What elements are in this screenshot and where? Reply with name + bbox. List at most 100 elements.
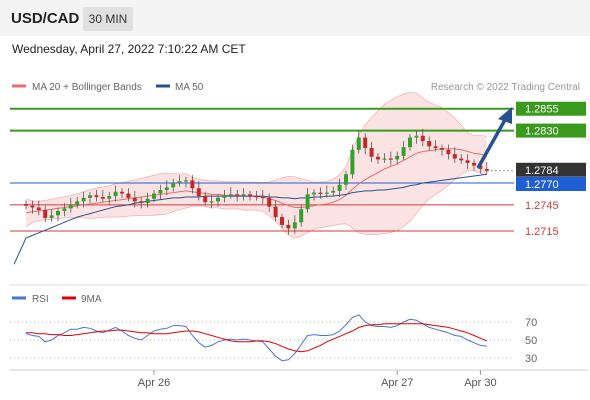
candle-bullish: [344, 174, 348, 185]
candle-bearish: [273, 206, 278, 218]
level-labels: 1.2855 1.2830 1.2784 1.2770 1.2745 1.2715: [516, 101, 586, 238]
candle-bearish: [94, 195, 99, 197]
time-axis: Apr 26 Apr 27 Apr 30: [138, 370, 497, 389]
candle-bullish: [152, 193, 156, 199]
candle-bullish: [228, 194, 233, 196]
candle-bearish: [132, 197, 137, 202]
chart-datetime: Wednesday, April 27, 2022 7:10:22 AM CET: [12, 42, 246, 56]
candle-bearish: [126, 193, 131, 198]
bollinger-upper-line: [25, 91, 487, 202]
rsi-tick-label: 30: [525, 353, 537, 365]
candle-bullish: [408, 137, 412, 148]
time-axis-label: Apr 26: [138, 377, 170, 389]
pivot-level-tag: [516, 177, 586, 191]
rsi-grid: 70 50 30: [10, 317, 537, 365]
candle-bullish: [305, 194, 310, 210]
candle-bullish: [88, 195, 92, 198]
candle-bearish: [24, 203, 28, 206]
candle-bullish: [241, 194, 246, 196]
resistance-level-tag: [516, 123, 586, 138]
candle-bearish: [139, 201, 144, 204]
candle-bearish: [120, 191, 124, 194]
candle-bullish: [164, 187, 169, 190]
rsi-lines: [25, 314, 487, 362]
candle-bearish: [30, 205, 35, 208]
candle-bearish: [254, 196, 259, 198]
candle-bullish: [209, 201, 214, 203]
candle-bearish: [465, 160, 470, 163]
candle-bullish: [292, 222, 297, 229]
candle-bullish: [49, 215, 54, 218]
candle-bullish: [331, 190, 336, 193]
candle-bearish: [286, 224, 291, 229]
resistance-level-value: 1.2855: [525, 104, 559, 116]
candle-bearish: [452, 154, 457, 159]
candle-bullish: [145, 198, 150, 204]
candle-bearish: [267, 197, 272, 207]
currency-pair-title: USD/CAD: [11, 10, 80, 27]
candle-bearish: [363, 137, 368, 149]
candle-bullish: [56, 210, 60, 216]
candle-bullish: [324, 192, 329, 194]
rsi-line: [25, 314, 487, 362]
candle-bearish: [376, 156, 380, 160]
candle-bearish: [459, 158, 464, 161]
candle-bearish: [260, 196, 265, 199]
candle-bearish: [433, 146, 438, 149]
candle-bullish: [299, 209, 304, 223]
candle-bullish: [401, 147, 406, 156]
candle-bullish: [222, 195, 227, 198]
forecast-arrow-head: [498, 107, 512, 124]
candle-bullish: [337, 184, 342, 191]
candle-bearish: [427, 141, 432, 147]
candle-bearish: [196, 188, 201, 197]
candle-bullish: [312, 192, 316, 195]
candle-bearish: [369, 148, 374, 157]
forecast-arrow-line: [476, 117, 508, 169]
ma50-legend-label: MA 50: [175, 82, 204, 93]
header-bar: USD/CAD 30 MIN: [0, 0, 590, 36]
candle-bullish: [350, 149, 355, 175]
bollinger-bands: [25, 91, 487, 239]
candle-bullish: [184, 180, 188, 182]
forecast-arrow: [476, 107, 512, 169]
bollinger-lower-line: [25, 170, 487, 239]
resistance-level-value: 1.2830: [525, 126, 559, 138]
candle-bullish: [107, 196, 112, 199]
candle-bearish: [446, 149, 451, 155]
candle-bearish: [100, 196, 105, 199]
candle-bearish: [440, 148, 444, 150]
candle-bullish: [356, 137, 361, 150]
candle-bearish: [248, 194, 252, 197]
candle-bearish: [420, 135, 425, 142]
candle-bearish: [318, 192, 323, 194]
candle-bullish: [414, 135, 419, 138]
pivot-level-value: 1.2770: [525, 179, 559, 191]
time-axis-label: Apr 30: [464, 377, 496, 389]
candle-bearish: [43, 210, 48, 218]
candle-bullish: [382, 158, 387, 160]
timeframe-button[interactable]: 30 MIN: [83, 7, 133, 31]
rsi-ma-line: [26, 323, 487, 353]
support-level-value: 1.2745: [525, 200, 559, 212]
candle-bearish: [472, 162, 476, 166]
candle-bullish: [171, 183, 176, 188]
price-levels: [10, 107, 514, 232]
ma50-line: [13, 173, 487, 265]
candle-bullish: [177, 181, 182, 183]
candle-bullish: [216, 197, 220, 202]
current-level-value: 1.2784: [525, 165, 559, 177]
time-axis-label: Apr 27: [381, 377, 413, 389]
candle-bearish: [203, 196, 208, 203]
candle-bullish: [158, 189, 163, 194]
candle-bullish: [62, 208, 67, 211]
rsi-legend-label: RSI: [32, 294, 49, 305]
rsi-tick-label: 70: [525, 317, 537, 329]
candle-bearish: [190, 180, 195, 189]
candle-bullish: [68, 204, 73, 209]
support-level-value: 1.2715: [525, 226, 559, 238]
rsi-tick-label: 50: [525, 335, 537, 347]
resistance-level-tag: [516, 101, 586, 116]
